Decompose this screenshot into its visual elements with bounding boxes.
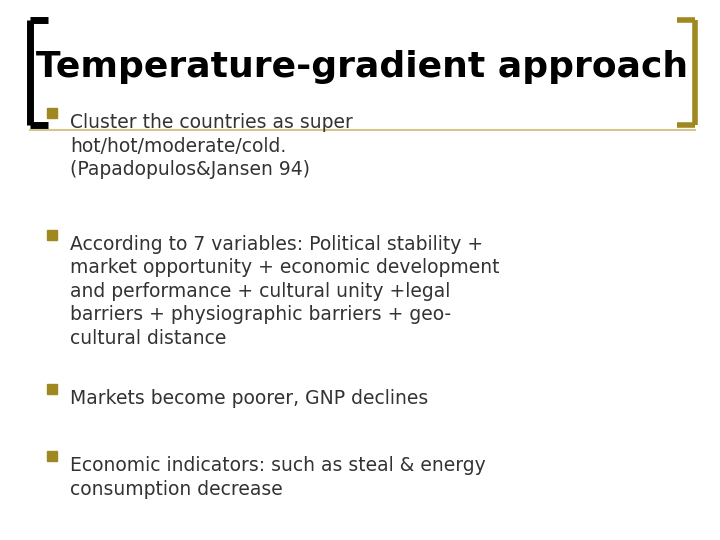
Bar xyxy=(47,230,57,240)
Text: Temperature-gradient approach: Temperature-gradient approach xyxy=(37,51,688,84)
Text: Markets become poorer, GNP declines: Markets become poorer, GNP declines xyxy=(70,389,428,408)
Text: Economic indicators: such as steal & energy
consumption decrease: Economic indicators: such as steal & ene… xyxy=(70,456,486,499)
Bar xyxy=(47,451,57,461)
Text: According to 7 variables: Political stability +
market opportunity + economic de: According to 7 variables: Political stab… xyxy=(70,235,500,348)
Bar xyxy=(47,384,57,394)
Bar xyxy=(47,109,57,118)
Text: Cluster the countries as super
hot/hot/moderate/cold.
(Papadopulos&Jansen 94): Cluster the countries as super hot/hot/m… xyxy=(70,113,353,179)
